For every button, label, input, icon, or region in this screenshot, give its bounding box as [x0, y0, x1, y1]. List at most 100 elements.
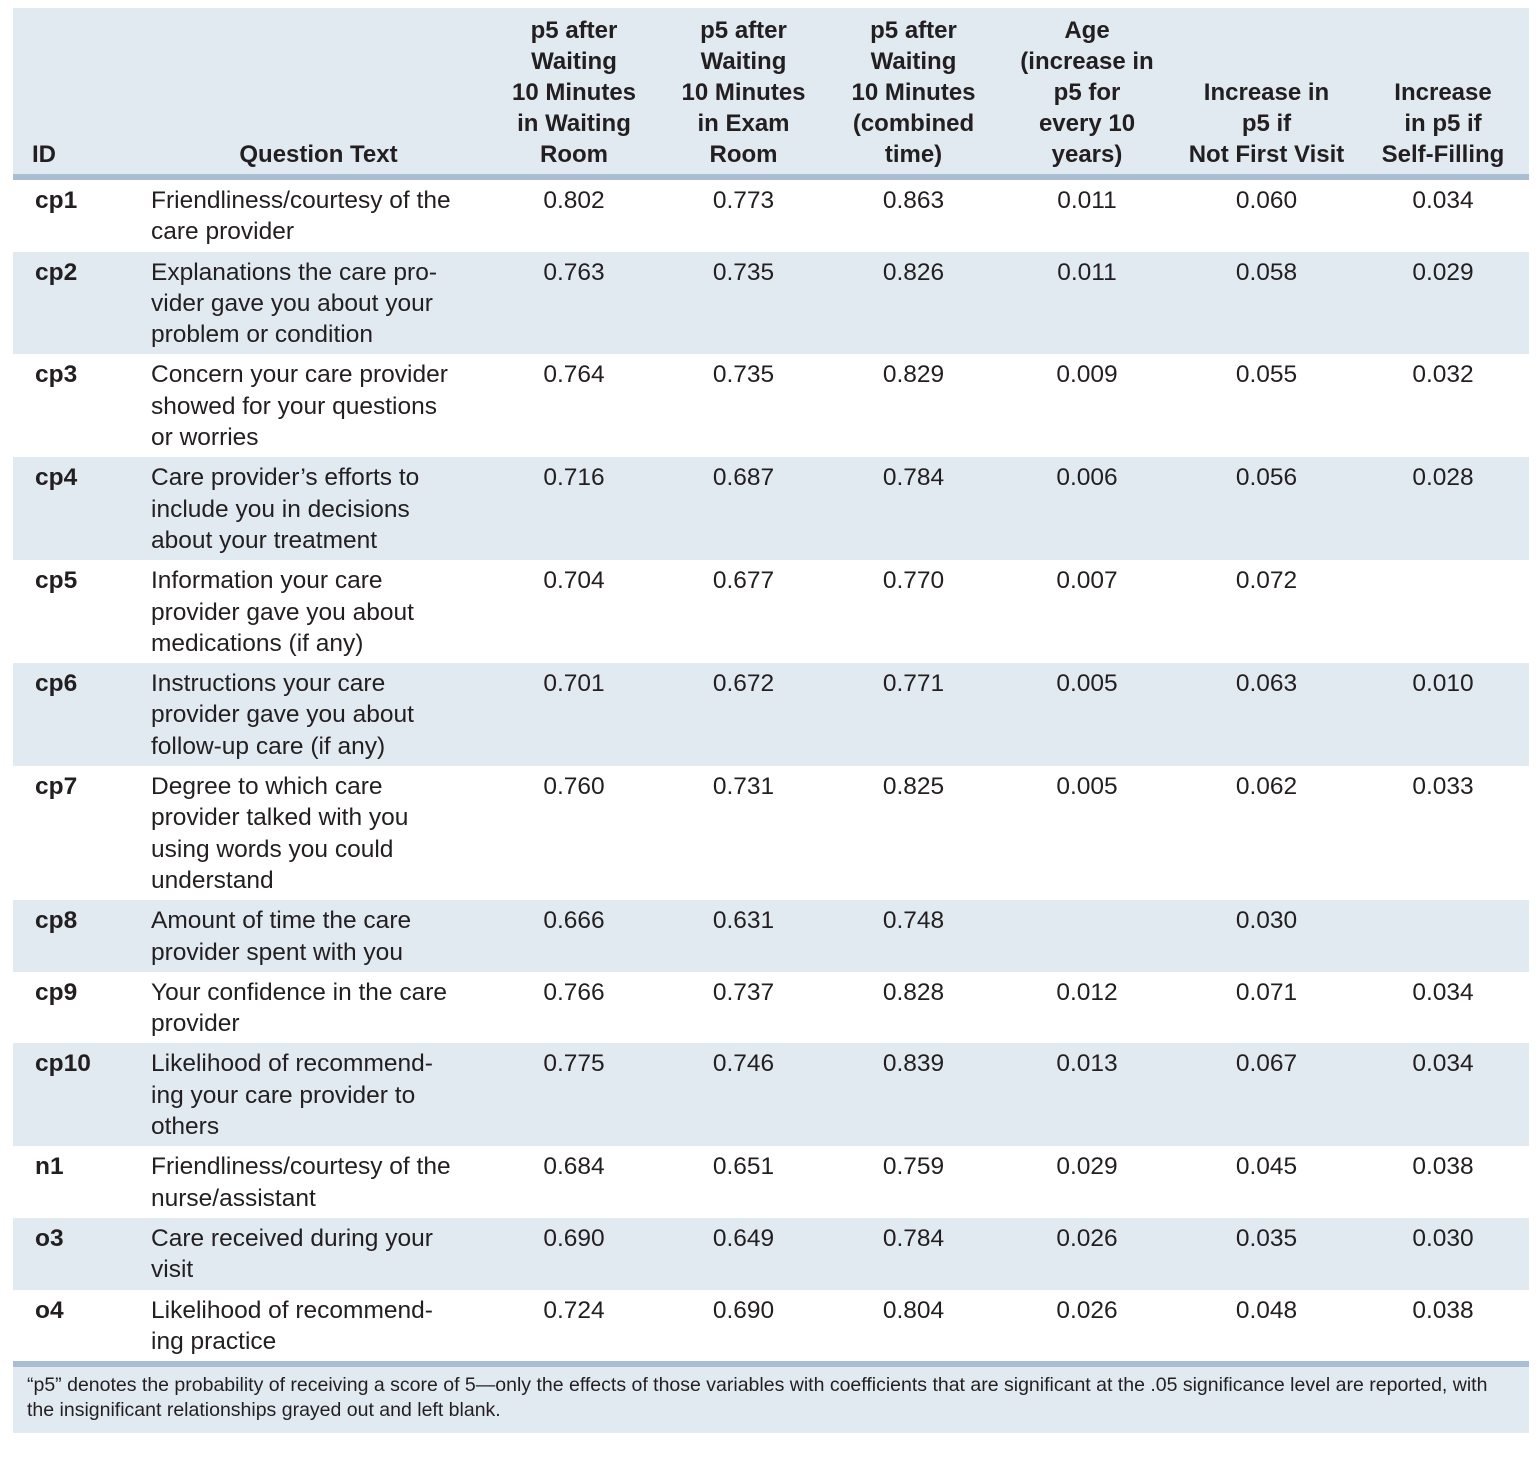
cell-exam-room: 0.649 [712, 1224, 775, 1252]
question-line: Your confidence in the care [151, 978, 448, 1006]
cell-not-first-visit: 0.067 [1235, 1050, 1298, 1078]
cell-question-text: Explanations the care pro-vider gave you… [147, 252, 490, 355]
header-line: in Exam [697, 110, 790, 137]
header-line: (increase in [1020, 48, 1154, 75]
question-line: Care received during your [151, 1224, 433, 1252]
cell-combined-time: 0.826 [882, 258, 945, 286]
table-row: cp4 Care provider’s efforts to include you… [13, 457, 1529, 561]
results-table-container: ID Question Text p5 after Waiting 10 Minut… [13, 8, 1529, 1434]
cell-self-filling: 0.029 [1412, 258, 1474, 286]
header-line: p5 after [870, 17, 957, 44]
table-row: cp6 Instructions your care provider gave y… [13, 663, 1529, 767]
cell-combined-time: 0.828 [882, 978, 945, 1006]
cell-age: 0.009 [1056, 361, 1118, 389]
header-line: p5 after [530, 17, 618, 44]
header-line: p5 for [1053, 79, 1121, 106]
cell-self-filling: 0.038 [1412, 1296, 1474, 1324]
header-question-text: Question Text [147, 8, 490, 180]
cell-combined-time: 0.784 [882, 464, 945, 492]
cell-question-text: Friendliness/courtesy of the care provide… [147, 177, 490, 252]
cell-waiting-room: 0.701 [543, 670, 605, 698]
cell-self-filling: 0.034 [1412, 187, 1474, 214]
cell-self-filling: 0.032 [1412, 361, 1474, 389]
cell-self-filling [1357, 560, 1529, 663]
cell-question-text: Concern your care provider showed for you… [147, 354, 490, 457]
question-line: include you in decisions [151, 495, 410, 523]
cell-not-first-visit: 0.060 [1235, 187, 1298, 214]
cell-id: cp6 [35, 670, 78, 698]
cell-not-first-visit: 0.072 [1235, 567, 1298, 595]
header-line: in Waiting [517, 110, 631, 137]
question-line: Degree to which care [151, 773, 383, 801]
question-line: Information your care [151, 567, 383, 595]
header-line: Room [709, 141, 778, 168]
cell-id: o4 [35, 1296, 64, 1324]
header-line: p5 after [700, 17, 787, 44]
cell-not-first-visit: 0.056 [1235, 464, 1298, 492]
question-line: ing practice [151, 1327, 277, 1355]
cell-combined-time: 0.771 [882, 670, 945, 698]
question-line: Likelihood of recommend- [151, 1050, 433, 1078]
cell-waiting-room: 0.760 [543, 773, 605, 801]
table-row: cp1 Friendliness/courtesy of the care prov… [13, 177, 1529, 252]
cell-question-text: Instructions your care provider gave you … [147, 663, 490, 766]
question-line: nurse/assistant [151, 1184, 316, 1212]
cell-waiting-room: 0.775 [543, 1050, 605, 1078]
cell-self-filling: 0.038 [1412, 1153, 1474, 1181]
cell-self-filling: 0.030 [1412, 1224, 1474, 1252]
cell-question-text: Likelihood of recommend-ing practice [147, 1290, 490, 1365]
cell-self-filling: 0.033 [1412, 773, 1474, 801]
table-row: o3 Care received during your visit 0.690 0.6… [13, 1217, 1529, 1290]
cell-age: 0.013 [1056, 1050, 1118, 1078]
cell-question-text: Degree to which care provider talked with… [147, 766, 490, 900]
cell-exam-room: 0.731 [712, 773, 775, 801]
cell-self-filling: 0.034 [1412, 1050, 1474, 1078]
cell-age [998, 900, 1176, 972]
table-row: cp10 Likelihood of recommend-ing your car… [13, 1043, 1529, 1147]
cell-not-first-visit: 0.058 [1235, 258, 1298, 286]
cell-exam-room: 0.687 [712, 464, 775, 492]
cell-combined-time: 0.825 [882, 773, 945, 801]
cell-waiting-room: 0.684 [543, 1153, 605, 1181]
cell-waiting-room: 0.690 [543, 1224, 605, 1252]
question-line: Friendliness/courtesy of the [151, 1153, 451, 1181]
header-line: Room [540, 141, 608, 168]
cell-age: 0.011 [1057, 258, 1117, 286]
cell-not-first-visit: 0.045 [1235, 1153, 1298, 1181]
header-line: Age [1064, 17, 1110, 44]
cell-exam-room: 0.737 [712, 978, 775, 1006]
cell-question-text: Care provider’s efforts to include you in… [147, 457, 490, 560]
table-row: cp9 Your confidence in the care provider 0.… [13, 972, 1529, 1044]
question-line: care provider [151, 218, 294, 246]
header-line: 10 Minutes [511, 79, 637, 106]
cell-id: cp2 [35, 258, 78, 286]
cell-age: 0.012 [1056, 978, 1118, 1006]
header-line: Increase [1394, 79, 1492, 106]
question-line: visit [151, 1256, 194, 1284]
cell-self-filling: 0.034 [1412, 978, 1474, 1006]
cell-waiting-room: 0.763 [543, 258, 605, 286]
cell-waiting-room: 0.666 [543, 907, 605, 935]
cell-combined-time: 0.748 [882, 907, 945, 935]
cell-question-text: Your confidence in the care provider [147, 972, 490, 1044]
cell-exam-room: 0.773 [712, 187, 775, 214]
question-line: vider gave you about your [151, 289, 433, 317]
cell-combined-time: 0.784 [882, 1224, 945, 1252]
question-line: or worries [151, 424, 259, 452]
cell-question-text: Information your care provider gave you a… [147, 560, 490, 663]
table-body: cp1 Friendliness/courtesy of the care prov… [13, 177, 1529, 1364]
question-line: provider talked with you [151, 804, 409, 832]
header-line: Waiting [870, 48, 957, 75]
cell-combined-time: 0.829 [882, 361, 945, 389]
cell-age: 0.007 [1056, 567, 1118, 595]
cell-waiting-room: 0.764 [543, 361, 605, 389]
cell-not-first-visit: 0.048 [1235, 1296, 1298, 1324]
header-line: Waiting [531, 48, 617, 75]
cell-age: 0.029 [1056, 1153, 1118, 1181]
footnote: “p5” denotes the probability of receivin… [13, 1361, 1529, 1434]
question-line: provider spent with you [151, 938, 403, 966]
header-row: ID Question Text p5 after Waiting 10 Minut… [13, 8, 1529, 180]
table-row: cp5 Information your care provider gave yo… [13, 560, 1529, 663]
question-line: Explanations the care pro- [151, 258, 437, 286]
cell-not-first-visit: 0.071 [1235, 978, 1298, 1006]
